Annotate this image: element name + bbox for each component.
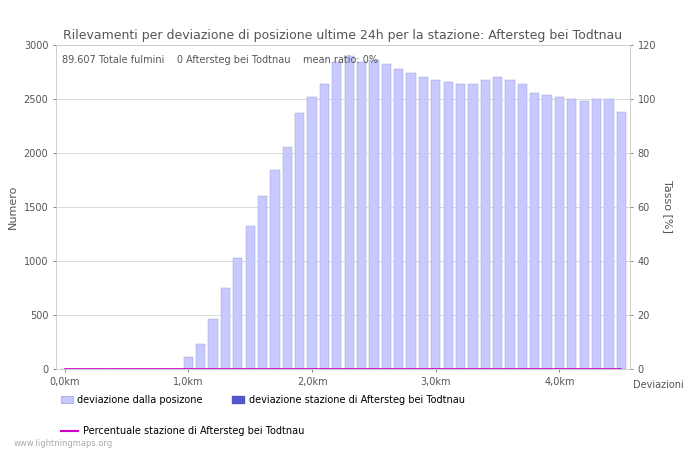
Bar [332,62,342,369]
Bar [617,112,626,369]
Bar [320,84,329,369]
Bar [246,226,255,369]
Text: www.lightningmaps.org: www.lightningmaps.org [14,439,113,448]
Bar [604,99,614,369]
Bar [283,147,292,369]
Bar [220,288,230,369]
Bar [567,99,577,369]
Bar [419,77,428,369]
Bar [444,82,453,369]
Bar [456,84,466,369]
Bar [530,93,540,369]
Y-axis label: Numero: Numero [8,185,18,229]
Bar [407,73,416,369]
Bar [394,69,403,369]
Text: 89.607 Totale fulmini    0 Aftersteg bei Todtnau    mean ratio: 0%: 89.607 Totale fulmini 0 Aftersteg bei To… [62,55,378,65]
Bar [468,84,477,369]
Bar [370,60,379,369]
Bar [493,77,503,369]
Bar [196,344,205,369]
Bar [481,80,490,369]
Bar [542,94,552,369]
Bar [592,99,601,369]
Title: Rilevamenti per deviazione di posizione ultime 24h per la stazione: Aftersteg be: Rilevamenti per deviazione di posizione … [64,29,622,42]
Bar [295,113,304,369]
Bar [382,64,391,369]
Bar [580,101,589,369]
Bar [209,320,218,369]
Bar [505,80,514,369]
Text: Deviazioni: Deviazioni [634,380,685,390]
Bar [307,97,316,369]
Bar [431,80,440,369]
Bar [258,196,267,369]
Bar [270,170,279,369]
Legend: Percentuale stazione di Aftersteg bei Todtnau: Percentuale stazione di Aftersteg bei To… [61,426,304,436]
Y-axis label: Tasso [%]: Tasso [%] [663,180,673,234]
Bar [183,357,193,369]
Bar [357,62,366,369]
Bar [518,84,527,369]
Legend: deviazione dalla posizone, deviazione stazione di Aftersteg bei Todtnau: deviazione dalla posizone, deviazione st… [61,395,465,405]
Bar [555,97,564,369]
Bar [344,56,354,369]
Bar [233,258,242,369]
